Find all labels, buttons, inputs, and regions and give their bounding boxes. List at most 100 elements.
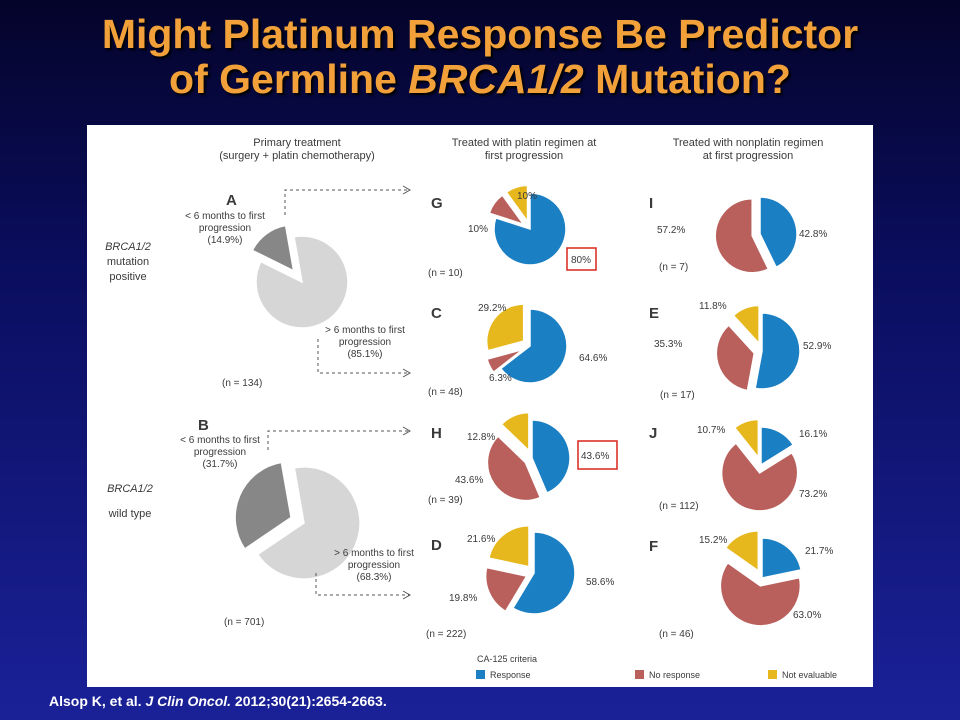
panel-letter-D: D [431, 537, 442, 554]
undefined-slice-response [493, 192, 567, 266]
legend-label-not-evaluable: Not evaluable [782, 670, 837, 680]
pie-A-late-label: > 6 months to first [325, 325, 405, 336]
pie-J-response-label: 16.1% [799, 429, 827, 440]
pie-D-not-evaluable-label: 21.6% [467, 534, 495, 545]
row-label-mutation: mutation [107, 256, 149, 268]
column-header-platin: first progression [485, 150, 563, 162]
legend-swatch-response [476, 670, 485, 679]
pie-C-response-label: 64.6% [579, 353, 607, 364]
pie-B-n: (n = 701) [224, 617, 264, 628]
arrow-B-late [315, 573, 410, 596]
row-label-mutation-gene: BRCA1/2 [105, 241, 151, 253]
undefined-slice-no-response [486, 348, 524, 374]
undefined-slice-not-evaluable [732, 304, 760, 346]
undefined-slice-early-progression [234, 461, 292, 551]
column-header-primary: (surgery + platin chemotherapy) [219, 150, 375, 162]
row-label-wildtype-gene: BRCA1/2 [107, 483, 153, 495]
title-gene-name: BRCA1/2 [408, 56, 584, 102]
column-header-nonplatin: Treated with nonplatin regimen [673, 137, 824, 149]
pie-B-early-label: (31.7%) [202, 459, 237, 470]
pie-J-not-evaluable-label: 10.7% [697, 425, 725, 436]
pie-B-late-label: > 6 months to first [334, 548, 414, 559]
panel-letter-G: G [431, 195, 443, 212]
column-header-primary: Primary treatment [253, 137, 340, 149]
citation-journal: J Clin Oncol. [145, 693, 232, 709]
pie-F-response-label: 21.7% [805, 546, 833, 557]
undefined-slice-early-progression [251, 224, 295, 273]
arrow-A-early [284, 189, 410, 215]
row-label-wildtype: wild type [108, 508, 152, 520]
undefined-slice-no-response [488, 194, 526, 226]
undefined-slice-response [760, 426, 795, 467]
pie-B-late-label: (68.3%) [356, 572, 391, 583]
undefined-slice-not-evaluable [485, 303, 525, 352]
pie-A-n: (n = 134) [222, 378, 262, 389]
arrow-B-early [267, 430, 410, 450]
legend-swatch-no-response [635, 670, 644, 679]
pie-A-late-label: (85.1%) [347, 349, 382, 360]
legend-label-no-response: No response [649, 670, 700, 680]
pie-D-response-label: 58.6% [586, 577, 614, 588]
undefined-slice-no-response [720, 442, 799, 512]
citation-authors: Alsop K, et al. [49, 693, 146, 709]
pie-J-n: (n = 112) [659, 501, 699, 512]
pie-H-response-highlight-box [577, 440, 618, 470]
pie-H-response-label: 43.6% [581, 451, 609, 462]
undefined-slice-not-evaluable [500, 411, 530, 453]
pie-H-n: (n = 39) [428, 495, 463, 506]
panel-letter-B: B [198, 417, 209, 434]
citation: Alsop K, et al. J Clin Oncol. 2012;30(21… [49, 693, 387, 709]
pie-I-n: (n = 7) [659, 262, 688, 273]
arrow-A-early-head [402, 185, 412, 195]
pie-C-not-evaluable-label: 29.2% [478, 303, 506, 314]
slide-title: Might Platinum Response Be Predictor of … [0, 12, 960, 102]
undefined-slice-not-evaluable [724, 530, 760, 573]
row-label-mutation: positive [109, 271, 146, 283]
pie-A-early-label: (14.9%) [207, 235, 242, 246]
pie-C-no-response-label: 6.3% [489, 373, 512, 384]
undefined-slice-no-response [484, 566, 528, 613]
arrow-B-early-head [402, 426, 412, 436]
panel-letter-C: C [431, 305, 442, 322]
pie-E-response-label: 52.9% [803, 341, 831, 352]
pie-E-not-evaluable-label: 11.8% [699, 301, 727, 312]
pie-G-response-label: 80% [571, 255, 591, 266]
legend-label-response: Response [490, 670, 531, 680]
pie-E-no-response-label: 35.3% [654, 339, 682, 350]
panel-letter-I: I [649, 195, 653, 212]
panel-letter-J: J [649, 425, 657, 442]
legend-swatch-not-evaluable [768, 670, 777, 679]
pie-F-no-response-label: 63.0% [793, 610, 821, 621]
pie-I-response-label: 42.8% [799, 229, 827, 240]
undefined-slice-response [759, 196, 798, 269]
undefined-slice-no-response [714, 198, 770, 274]
pie-B-early-label: progression [194, 447, 246, 458]
column-header-platin: Treated with platin regimen at [452, 137, 597, 149]
pie-E-n: (n = 17) [660, 390, 695, 401]
undefined-slice-response [761, 537, 803, 579]
pie-D-n: (n = 222) [426, 629, 466, 640]
pie-G-response-highlight-box [566, 247, 597, 271]
pie-B-late-label: progression [348, 560, 400, 571]
citation-details: 2012;30(21):2654-2663. [231, 693, 387, 709]
undefined-slice-not-evaluable [505, 184, 529, 224]
pie-G-no-response-label: 10% [468, 224, 488, 235]
pie-G-n: (n = 10) [428, 268, 463, 279]
pie-chart-figure: Primary treatment(surgery + platin chemo… [105, 137, 837, 680]
pie-D-no-response-label: 19.8% [449, 593, 477, 604]
arrow-A-late-head [402, 368, 412, 378]
figure-panel: Primary treatment (surgery + platin chemo… [87, 125, 873, 687]
undefined-slice-no-response [486, 435, 542, 502]
pie-C-n: (n = 48) [428, 387, 463, 398]
undefined-slice-no-response [715, 324, 756, 392]
undefined-slice-response [499, 308, 568, 384]
title-line-2-pre: of Germline [169, 56, 409, 102]
undefined-slice-not-evaluable [733, 418, 760, 460]
pie-B-early-label: < 6 months to first [180, 435, 260, 446]
legend-title: CA-125 criteria [477, 654, 537, 664]
undefined-slice-no-response [719, 561, 802, 627]
undefined-slice-response [754, 312, 801, 390]
undefined-slice-not-evaluable [488, 525, 530, 568]
pie-H-not-evaluable-label: 12.8% [467, 432, 495, 443]
undefined-slice-late-progression [255, 235, 349, 329]
